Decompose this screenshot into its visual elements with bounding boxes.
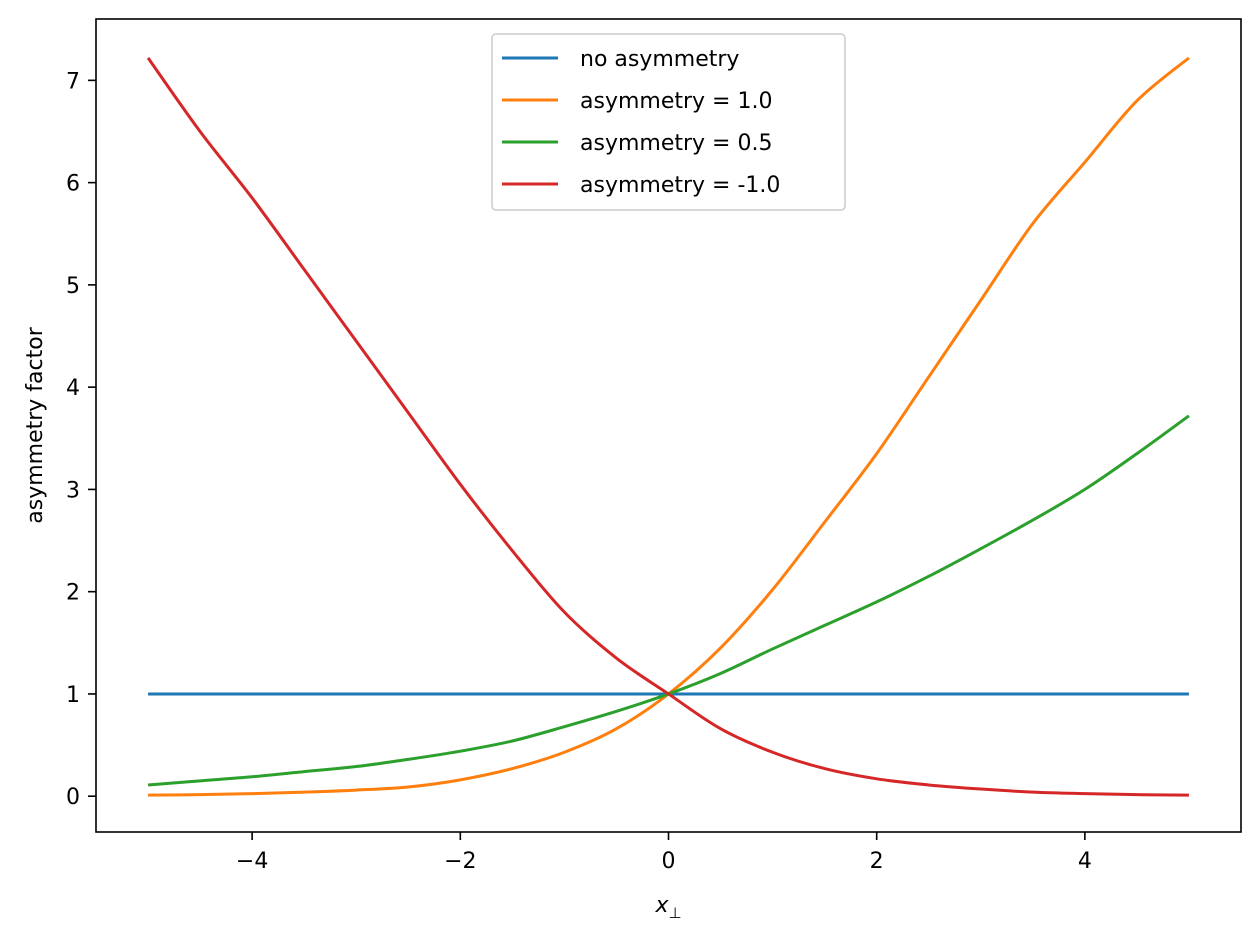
y-tick-label: 1	[66, 683, 80, 708]
legend: no asymmetry asymmetry = 1.0 asymmetry = 0…	[491, 33, 846, 211]
series-line-1	[148, 56, 1190, 797]
series-line-3	[146, 56, 1189, 797]
legend-box	[491, 33, 846, 211]
y-tick-label: 4	[66, 376, 80, 401]
x-axis-label: x⊥	[654, 893, 681, 922]
y-tick-label: 0	[66, 785, 80, 810]
x-tick-label: −4	[236, 849, 268, 874]
x-axis-ticks: −4 −2 0 2 4	[236, 832, 1092, 874]
x-tick-label: 0	[662, 849, 676, 874]
x-tick-label: 4	[1078, 849, 1092, 874]
y-tick-label: 7	[66, 69, 80, 94]
y-axis-label: asymmetry factor	[23, 326, 48, 523]
plot-area	[146, 56, 1190, 797]
legend-entry-label: asymmetry = 1.0	[580, 89, 772, 114]
x-tick-label: −2	[444, 849, 476, 874]
legend-entry-label: asymmetry = 0.5	[580, 131, 772, 156]
legend-entry-label: no asymmetry	[580, 47, 739, 72]
y-tick-label: 5	[66, 274, 80, 299]
y-axis-ticks: 0 1 2 3 4 5 6 7	[66, 69, 96, 810]
x-tick-label: 2	[870, 849, 884, 874]
legend-entry-label: asymmetry = -1.0	[580, 173, 780, 198]
y-tick-label: 3	[66, 478, 80, 503]
series-line-2	[147, 414, 1190, 787]
y-tick-label: 2	[66, 581, 80, 606]
y-tick-label: 6	[66, 172, 80, 197]
